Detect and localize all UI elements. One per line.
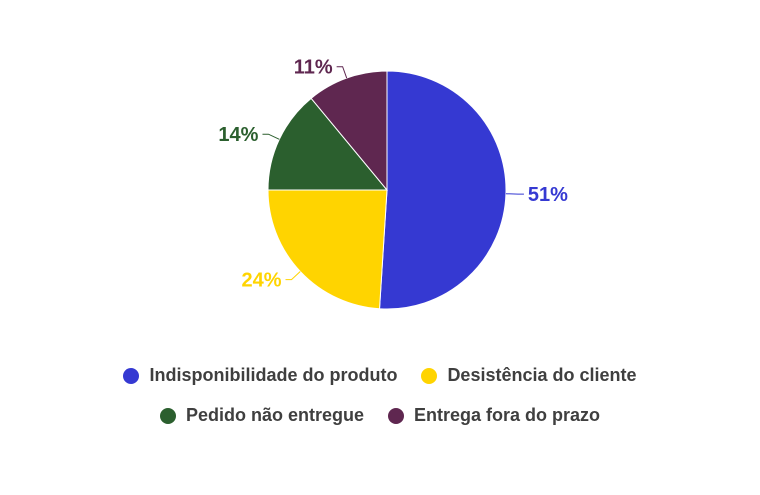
legend-item-entrega: Entrega fora do prazo bbox=[388, 405, 600, 426]
legend-item-indisponibilidade: Indisponibilidade do produto bbox=[123, 365, 397, 386]
slice-label-entrega-fora-do-prazo: 11% bbox=[294, 57, 333, 79]
legend-swatch-entrega bbox=[388, 407, 404, 424]
leader-line-desistencia-do-cliente bbox=[285, 271, 301, 281]
legend-swatch-indisponibilidade bbox=[123, 367, 140, 384]
slice-label-indisponibilidade-do-produto: 51% bbox=[528, 184, 568, 206]
leader-line-entrega-fora-do-prazo bbox=[336, 66, 348, 79]
legend-swatch-pedido bbox=[159, 407, 176, 424]
legend-label-indisponibilidade: Indisponibilidade do produto bbox=[149, 365, 398, 385]
pie-slice-entrega-fora-do-prazo bbox=[310, 70, 388, 192]
pie-slice-desistencia-do-cliente bbox=[267, 189, 388, 310]
legend-label-entrega: Entrega fora do prazo bbox=[414, 405, 601, 425]
legend-item-pedido: Pedido não entregue bbox=[159, 405, 364, 426]
pie-slice-indisponibilidade-do-produto bbox=[378, 70, 507, 310]
legend-item-desistencia: Desistência do cliente bbox=[421, 365, 637, 386]
slice-label-pedido-nao-entregue: 14% bbox=[218, 124, 258, 146]
legend-label-desistencia: Desistência do cliente bbox=[447, 365, 637, 385]
legend-row-1: Indisponibilidade do produto Desistência… bbox=[0, 365, 760, 386]
legend-swatch-desistencia bbox=[421, 367, 438, 384]
legend-label-pedido: Pedido não entregue bbox=[185, 405, 364, 425]
slice-label-desistencia-do-cliente: 24% bbox=[241, 270, 281, 292]
legend-row-2: Pedido não entregue Entrega fora do praz… bbox=[0, 405, 760, 426]
leader-line-pedido-nao-entregue bbox=[262, 133, 280, 140]
pie-chart: 51% 24% 14% 11% bbox=[218, 57, 568, 310]
pie-slice-pedido-nao-entregue bbox=[267, 97, 389, 191]
